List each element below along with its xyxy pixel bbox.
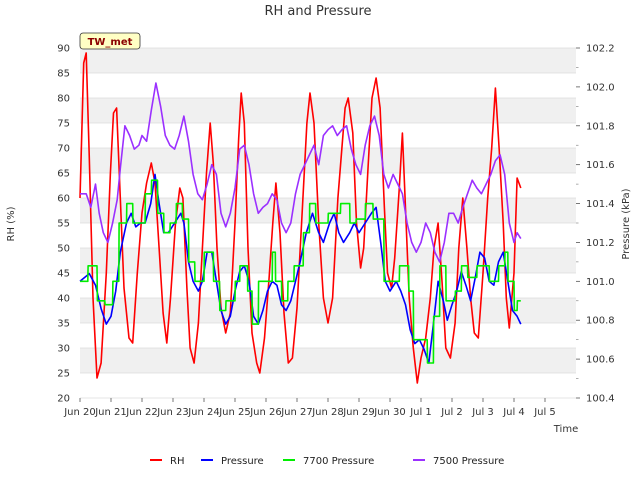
x-tick-label: Jun 27 (280, 407, 313, 418)
y2-tick-label: 101.2 (586, 238, 615, 249)
y-tick-label: 70 (57, 144, 70, 155)
y-tick-label: 60 (57, 194, 70, 205)
x-tick-label: Jul 3 (471, 407, 494, 418)
plot-band (80, 348, 576, 373)
y-axis-label: RH (%) (6, 206, 17, 241)
series-line-7700-pressure (80, 179, 521, 364)
plot-band (80, 73, 576, 98)
y2-tick-label: 101.6 (586, 160, 615, 171)
axes: 20 25 30 35 40 45 50 55 60 65 70 75 80 85 90 100.4 100.6… (57, 44, 614, 419)
x-tick-label: Jun 24 (187, 407, 220, 418)
y-tick-label: 80 (57, 94, 70, 105)
x-tick-label: Jun 21 (94, 407, 127, 418)
x-axis-label: Time (553, 424, 578, 435)
y-tick-label: 55 (57, 219, 70, 230)
y-tick-label: 30 (57, 344, 70, 355)
series-line-pressure (79, 173, 522, 364)
plot-band (80, 323, 576, 348)
series-layer (79, 52, 522, 384)
x-tick-label: Jul 5 (533, 407, 556, 418)
legend-label: 7500 Pressure (433, 456, 504, 467)
y-tick-label: 85 (57, 69, 70, 80)
x-tick-label: Jun 23 (156, 407, 189, 418)
plot-band (80, 123, 576, 148)
series-line-7500-pressure (80, 82, 522, 263)
y-tick-label: 45 (57, 269, 70, 280)
y-tick-label: 50 (57, 244, 70, 255)
y2-tick-label: 100.4 (586, 394, 615, 405)
plot-band (80, 273, 576, 298)
plot-band (80, 373, 576, 398)
legend-label: RH (170, 456, 184, 467)
x-tick-label: Jul 4 (502, 407, 525, 418)
site-badge: TW_met (79, 32, 141, 50)
y2-tick-label: 102.0 (586, 82, 615, 93)
y2-tick-label: 100.8 (586, 316, 615, 327)
x-tick-label: Jul 1 (409, 407, 432, 418)
x-tick-label: Jul 2 (440, 407, 463, 418)
y2-tick-label: 101.0 (586, 277, 615, 288)
plot-band (80, 173, 576, 198)
y-tick-label: 90 (57, 44, 70, 55)
x-tick-label: Jun 26 (249, 407, 282, 418)
y2-tick-label: 102.2 (586, 44, 615, 55)
y2-tick-label: 100.6 (586, 355, 615, 366)
y-tick-label: 20 (57, 394, 70, 405)
y2-tick-label: 101.4 (586, 199, 615, 210)
y-tick-label: 65 (57, 169, 70, 180)
chart-title: RH and Pressure (264, 4, 371, 19)
legend: RH Pressure 7700 Pressure 7500 Pressure (150, 456, 504, 467)
y2-tick-label: 101.8 (586, 121, 615, 132)
badge-box (79, 32, 141, 50)
x-tick-label: Jun 25 (218, 407, 251, 418)
y-tick-label: 25 (57, 369, 70, 380)
plot-band (80, 48, 576, 73)
x-tick-label: Jun 22 (125, 407, 158, 418)
x-tick-label: Jun 29 (342, 407, 375, 418)
x-tick-label: Jun 30 (373, 407, 406, 418)
legend-label: 7700 Pressure (303, 456, 374, 467)
plot-band (80, 98, 576, 123)
y-tick-label: 40 (57, 294, 70, 305)
legend-label: Pressure (221, 456, 264, 467)
plot-band (80, 248, 576, 273)
x-tick-label: Jun 20 (63, 407, 96, 418)
y-tick-label: 35 (57, 319, 70, 330)
x-tick-label: Jun 28 (311, 407, 344, 418)
y2-axis-label: Pressure (kPa) (621, 188, 632, 259)
badge-label: TW_met (88, 37, 133, 48)
y-tick-label: 75 (57, 119, 70, 130)
